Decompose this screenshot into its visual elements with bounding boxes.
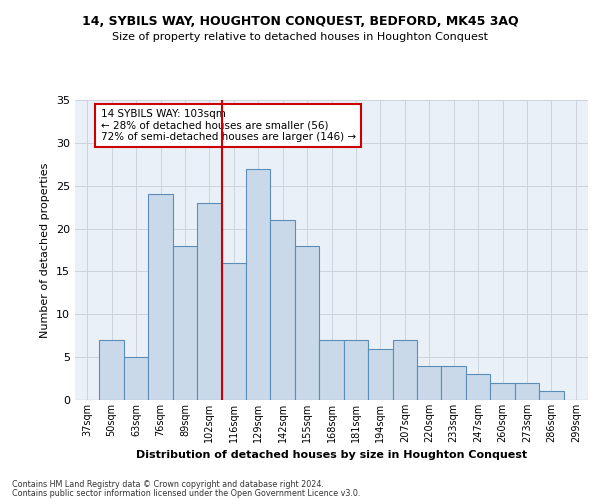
Bar	[100, 340, 124, 400]
Text: 14, SYBILS WAY, HOUGHTON CONQUEST, BEDFORD, MK45 3AQ: 14, SYBILS WAY, HOUGHTON CONQUEST, BEDFO…	[82, 15, 518, 28]
Bar	[246, 168, 271, 400]
Bar	[319, 340, 344, 400]
Bar	[344, 340, 368, 400]
Text: 14 SYBILS WAY: 103sqm
← 28% of detached houses are smaller (56)
72% of semi-deta: 14 SYBILS WAY: 103sqm ← 28% of detached …	[101, 109, 356, 142]
Bar	[197, 203, 221, 400]
Bar	[515, 383, 539, 400]
Bar	[295, 246, 319, 400]
Text: Contains public sector information licensed under the Open Government Licence v3: Contains public sector information licen…	[12, 489, 361, 498]
Bar	[368, 348, 392, 400]
X-axis label: Distribution of detached houses by size in Houghton Conquest: Distribution of detached houses by size …	[136, 450, 527, 460]
Text: Contains HM Land Registry data © Crown copyright and database right 2024.: Contains HM Land Registry data © Crown c…	[12, 480, 324, 489]
Bar	[466, 374, 490, 400]
Bar	[124, 357, 148, 400]
Bar	[490, 383, 515, 400]
Y-axis label: Number of detached properties: Number of detached properties	[40, 162, 50, 338]
Bar	[173, 246, 197, 400]
Bar	[221, 263, 246, 400]
Bar	[148, 194, 173, 400]
Bar	[417, 366, 442, 400]
Text: Size of property relative to detached houses in Houghton Conquest: Size of property relative to detached ho…	[112, 32, 488, 42]
Bar	[271, 220, 295, 400]
Bar	[392, 340, 417, 400]
Bar	[442, 366, 466, 400]
Bar	[539, 392, 563, 400]
